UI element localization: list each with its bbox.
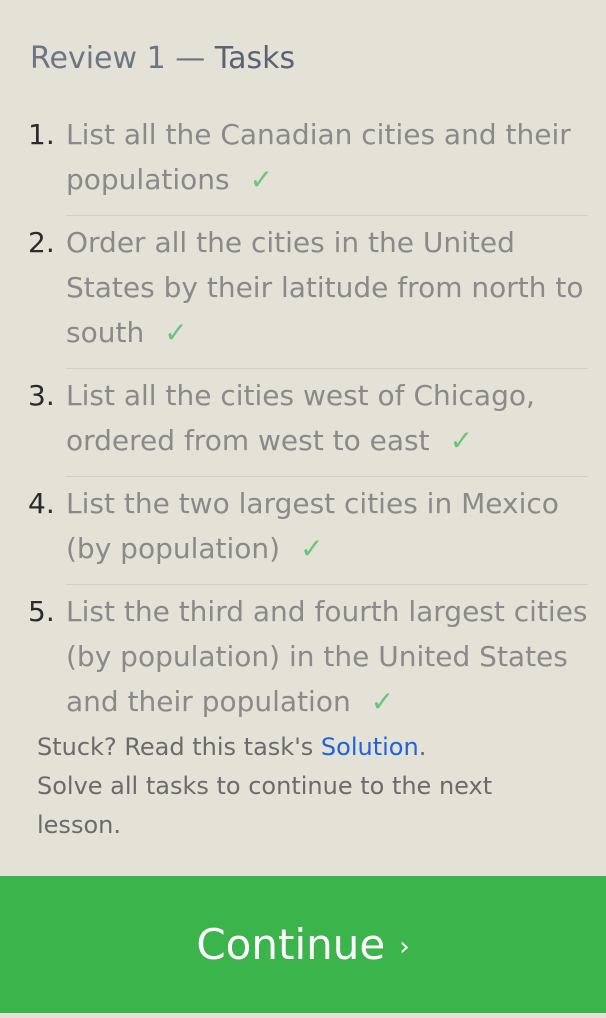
continue-label: Continue [196, 920, 386, 969]
task-text: List all the cities west of Chicago, ord… [66, 379, 535, 457]
checkmark-icon: ✓ [164, 316, 188, 349]
task-divider [66, 476, 588, 477]
task-list: 1. List all the Canadian cities and thei… [0, 108, 606, 738]
task-divider [66, 584, 588, 585]
solution-link[interactable]: Solution [320, 733, 419, 761]
continue-button[interactable]: Continue › [0, 876, 606, 1013]
task-text: List the third and fourth largest cities… [66, 595, 588, 718]
task-item-1: 1. List all the Canadian cities and thei… [0, 108, 606, 216]
checkmark-icon: ✓ [300, 532, 324, 565]
checkmark-icon: ✓ [449, 424, 474, 457]
checkmark-icon: ✓ [249, 163, 274, 196]
review-title: Review 1 [30, 41, 166, 76]
task-divider [66, 215, 588, 216]
checkmark-icon: ✓ [370, 685, 395, 718]
bottom-strip [0, 1013, 606, 1018]
help-text: Stuck? Read this task's Solution. Solve … [37, 728, 577, 845]
task-item-2: 2. Order all the cities in the United St… [0, 216, 606, 369]
review-header: Review 1 — Tasks [30, 40, 295, 78]
chevron-right-icon: › [399, 931, 410, 962]
completion-note: Solve all tasks to continue to the next … [37, 772, 493, 839]
tasks-title: Tasks [214, 41, 296, 76]
task-text: List the two largest cities in Mexico (b… [66, 487, 559, 565]
task-number: 5. [28, 595, 55, 628]
task-number: 1. [28, 118, 55, 151]
task-item-5: 5. List the third and fourth largest cit… [0, 585, 606, 738]
header-separator: — [175, 41, 206, 76]
task-item-4: 4. List the two largest cities in Mexico… [0, 477, 606, 585]
help-suffix: . [418, 733, 427, 761]
task-number: 4. [28, 487, 55, 520]
task-text: List all the Canadian cities and their p… [66, 118, 571, 196]
task-text: Order all the cities in the United State… [66, 226, 584, 349]
task-number: 3. [28, 379, 55, 412]
help-prefix: Stuck? Read this task's [37, 733, 321, 761]
task-item-3: 3. List all the cities west of Chicago, … [0, 369, 606, 477]
task-number: 2. [28, 226, 55, 259]
task-divider [66, 368, 588, 369]
